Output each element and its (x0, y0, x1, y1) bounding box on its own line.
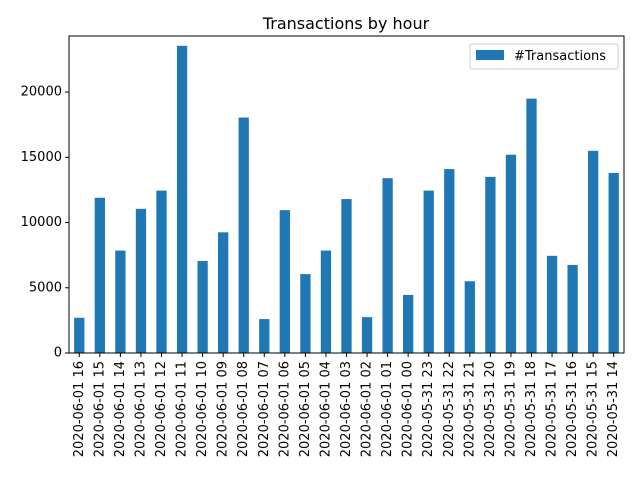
bar (259, 319, 270, 353)
x-tick-label: 2020-06-01 08 (236, 361, 251, 457)
bar (94, 197, 105, 353)
bar (238, 117, 249, 353)
bar (608, 172, 619, 353)
x-tick-label: 2020-05-31 15 (586, 361, 601, 457)
bar (156, 190, 167, 353)
x-tick-label: 2020-06-01 07 (257, 361, 272, 457)
plot-frame (68, 35, 625, 354)
legend-label: #Transactions (514, 49, 606, 64)
legend-swatch (476, 50, 504, 60)
x-axis: 2020-06-01 16 2020-06-01 15 2020-06-01 14 2… (72, 353, 621, 457)
bar (444, 169, 455, 353)
bar (74, 317, 85, 353)
x-tick-label: 2020-06-01 06 (277, 361, 292, 457)
bar (279, 210, 290, 353)
bar (423, 190, 434, 353)
x-tick-label: 2020-05-31 20 (483, 361, 498, 457)
bar (218, 232, 229, 353)
x-tick-label: 2020-06-01 09 (216, 361, 231, 457)
x-tick-label: 2020-06-01 02 (360, 361, 375, 457)
x-tick-label: 2020-05-31 14 (606, 361, 621, 457)
bar (588, 150, 599, 353)
x-tick-label: 2020-06-01 13 (133, 361, 148, 457)
legend: #Transactions (469, 43, 619, 70)
x-tick-label: 2020-05-31 16 (565, 361, 580, 457)
x-tick-label: 2020-06-01 01 (380, 361, 395, 457)
y-tick-label: 5000 (29, 280, 62, 295)
bar (403, 294, 414, 353)
bar (505, 154, 517, 353)
bars-group (74, 45, 619, 354)
bar (320, 250, 332, 353)
chart-title: Transactions by hour (262, 14, 430, 33)
x-tick-label: 2020-06-01 11 (175, 361, 190, 457)
x-tick-label: 2020-05-31 21 (462, 361, 477, 457)
y-tick-label: 20000 (21, 85, 62, 100)
x-tick-label: 2020-05-31 17 (545, 361, 560, 457)
bar (526, 98, 537, 354)
bar (176, 45, 188, 353)
y-axis: 0 5000 10000 15000 20000 (21, 85, 69, 361)
x-tick-label: 2020-06-01 03 (339, 361, 354, 457)
x-tick-label: 2020-05-31 19 (503, 361, 518, 457)
legend-box (469, 43, 619, 70)
y-tick-label: 10000 (21, 215, 62, 230)
bar (546, 255, 558, 353)
bar (464, 281, 475, 353)
x-tick-label: 2020-05-31 22 (442, 361, 457, 457)
x-tick-label: 2020-06-01 15 (92, 361, 107, 457)
bar (485, 176, 496, 353)
bar (135, 208, 147, 353)
bar (300, 274, 311, 353)
bar (382, 178, 393, 353)
bar (341, 199, 352, 353)
bar (115, 250, 126, 353)
x-tick-label: 2020-06-01 00 (401, 361, 416, 457)
x-tick-label: 2020-06-01 04 (318, 361, 333, 457)
y-tick-label: 0 (54, 346, 62, 361)
y-tick-label: 15000 (21, 150, 62, 165)
x-tick-label: 2020-06-01 16 (72, 361, 87, 457)
x-tick-label: 2020-05-31 23 (421, 361, 436, 457)
x-tick-label: 2020-06-01 12 (154, 361, 169, 457)
x-tick-label: 2020-05-31 18 (524, 361, 539, 457)
x-tick-label: 2020-06-01 14 (113, 361, 128, 457)
bar (361, 317, 373, 353)
bar (567, 264, 578, 353)
bar (197, 261, 208, 353)
x-tick-label: 2020-06-01 05 (298, 361, 313, 457)
x-tick-label: 2020-06-01 10 (195, 361, 210, 457)
